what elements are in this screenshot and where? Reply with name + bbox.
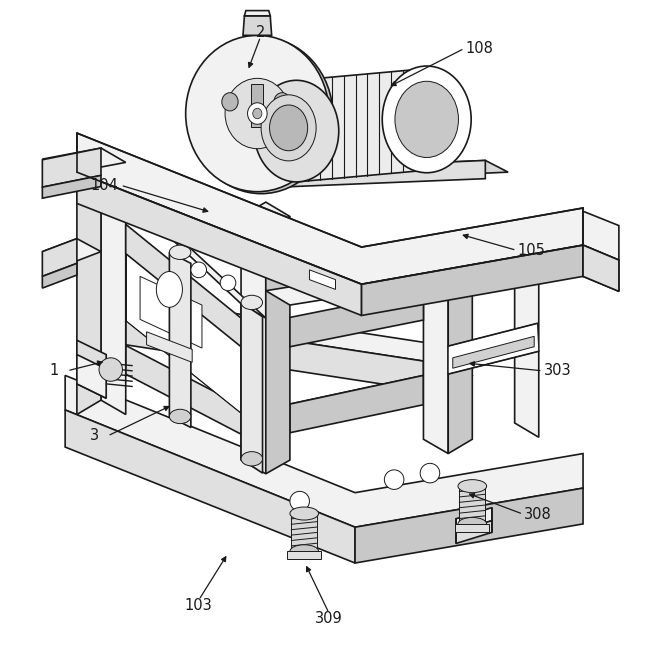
Polygon shape: [290, 375, 423, 433]
Polygon shape: [77, 172, 362, 315]
Ellipse shape: [186, 35, 329, 192]
Text: 104: 104: [91, 177, 118, 193]
Ellipse shape: [253, 108, 262, 119]
Polygon shape: [125, 196, 266, 318]
Polygon shape: [241, 216, 266, 474]
Polygon shape: [252, 84, 263, 127]
Polygon shape: [448, 323, 539, 374]
Polygon shape: [290, 290, 423, 347]
Polygon shape: [453, 336, 534, 368]
Text: 309: 309: [315, 611, 343, 626]
Circle shape: [290, 491, 309, 511]
Ellipse shape: [248, 102, 267, 124]
Polygon shape: [101, 148, 125, 415]
Text: 105: 105: [518, 243, 546, 258]
Polygon shape: [42, 238, 101, 265]
Polygon shape: [297, 68, 427, 182]
Polygon shape: [125, 300, 448, 361]
Polygon shape: [309, 270, 336, 290]
Ellipse shape: [290, 507, 319, 520]
Polygon shape: [77, 340, 106, 398]
Ellipse shape: [222, 93, 238, 111]
Ellipse shape: [395, 81, 458, 158]
Polygon shape: [65, 375, 583, 527]
Ellipse shape: [254, 80, 339, 182]
Polygon shape: [266, 265, 448, 305]
Polygon shape: [583, 212, 619, 260]
Polygon shape: [266, 216, 290, 474]
Ellipse shape: [270, 105, 307, 150]
Polygon shape: [423, 250, 448, 453]
Ellipse shape: [290, 545, 319, 558]
Polygon shape: [287, 551, 321, 559]
Ellipse shape: [458, 518, 486, 530]
Polygon shape: [244, 11, 270, 16]
Polygon shape: [291, 514, 317, 551]
Polygon shape: [42, 175, 101, 198]
Ellipse shape: [241, 295, 262, 309]
Polygon shape: [423, 346, 472, 390]
Polygon shape: [77, 148, 125, 177]
Polygon shape: [77, 148, 101, 415]
Polygon shape: [355, 488, 583, 563]
Polygon shape: [125, 231, 241, 413]
Polygon shape: [125, 315, 423, 390]
Polygon shape: [65, 410, 355, 563]
Polygon shape: [125, 317, 290, 404]
Polygon shape: [456, 508, 492, 532]
Ellipse shape: [458, 480, 486, 493]
Ellipse shape: [261, 95, 316, 161]
Polygon shape: [42, 148, 125, 173]
Text: 303: 303: [544, 363, 572, 378]
Text: 103: 103: [185, 598, 213, 613]
Polygon shape: [125, 224, 241, 347]
Polygon shape: [241, 302, 262, 473]
Text: 3: 3: [90, 428, 99, 443]
Polygon shape: [42, 148, 101, 187]
Polygon shape: [583, 245, 619, 291]
Polygon shape: [515, 250, 539, 438]
Ellipse shape: [190, 37, 333, 194]
Circle shape: [420, 463, 440, 483]
Polygon shape: [456, 521, 492, 543]
Text: 108: 108: [466, 41, 494, 56]
Circle shape: [191, 262, 207, 278]
Polygon shape: [362, 245, 583, 315]
Polygon shape: [77, 355, 106, 398]
Polygon shape: [243, 16, 272, 35]
Polygon shape: [125, 346, 266, 447]
Polygon shape: [248, 160, 485, 189]
Polygon shape: [42, 238, 77, 277]
Polygon shape: [169, 252, 191, 428]
Polygon shape: [459, 486, 485, 524]
Ellipse shape: [169, 245, 191, 260]
Polygon shape: [290, 375, 448, 419]
Polygon shape: [448, 250, 472, 453]
Polygon shape: [140, 277, 202, 348]
Polygon shape: [583, 245, 619, 291]
Polygon shape: [241, 202, 290, 231]
Polygon shape: [248, 160, 508, 183]
Polygon shape: [456, 524, 489, 532]
Polygon shape: [77, 133, 583, 284]
Text: 1: 1: [50, 363, 58, 378]
Ellipse shape: [169, 409, 191, 424]
Circle shape: [220, 275, 236, 290]
Polygon shape: [146, 332, 192, 363]
Text: 308: 308: [525, 507, 552, 522]
Text: 2: 2: [256, 24, 265, 39]
Polygon shape: [42, 263, 77, 288]
Ellipse shape: [382, 66, 471, 173]
Ellipse shape: [274, 93, 291, 111]
Ellipse shape: [156, 271, 183, 307]
Circle shape: [384, 470, 404, 489]
Ellipse shape: [241, 451, 262, 466]
Ellipse shape: [225, 78, 290, 148]
Circle shape: [99, 358, 123, 381]
